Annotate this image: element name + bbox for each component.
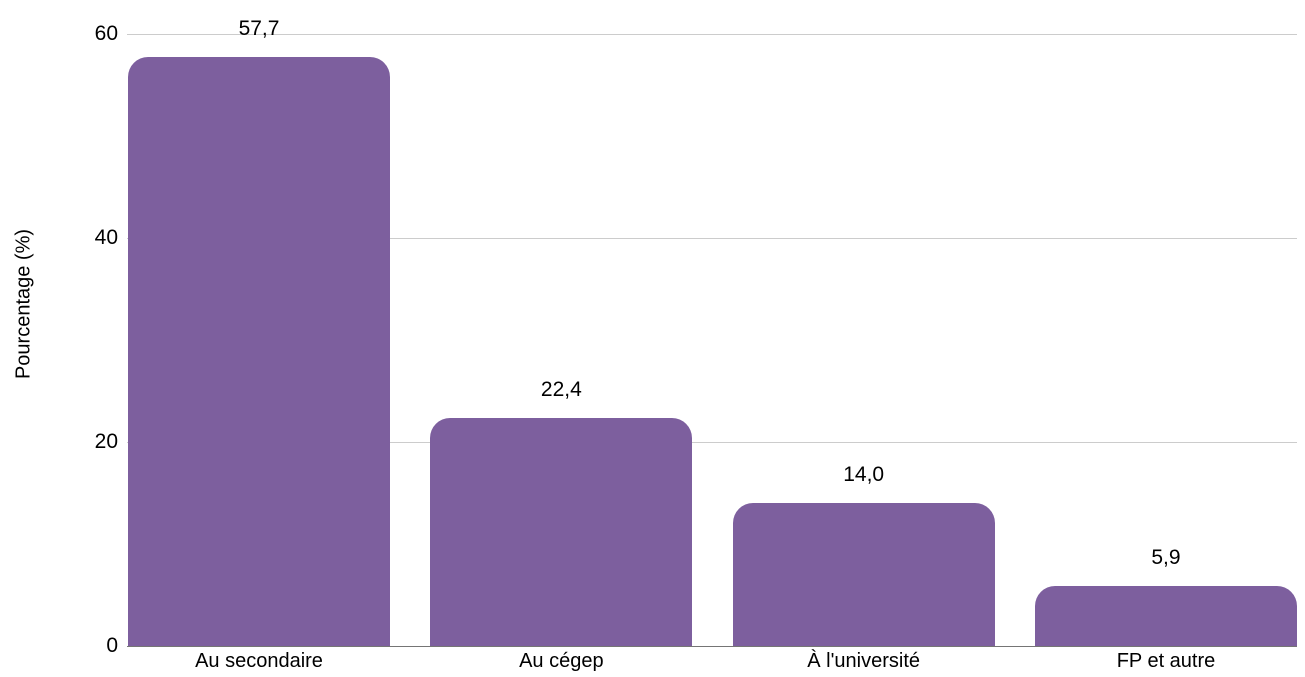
gridline-40	[127, 238, 1297, 239]
bar-3[interactable]	[1034, 585, 1297, 646]
y-tick-label-40: 40	[94, 226, 118, 249]
bar-value-label-0: 57,7	[238, 17, 280, 41]
bar-1[interactable]	[430, 417, 693, 646]
bar-0[interactable]	[128, 57, 390, 646]
bar-value-label-3: 5,9	[1151, 545, 1181, 569]
x-category-label-1: Au cégep	[519, 650, 604, 672]
y-axis-title: Pourcentage (%)	[12, 228, 35, 380]
x-axis-line	[127, 646, 1297, 647]
bar-2[interactable]	[732, 503, 995, 646]
x-category-label-3: FP et autre	[1116, 650, 1216, 672]
gridline-20	[127, 442, 1297, 443]
gridline-60	[127, 34, 1297, 35]
x-category-label-2: À l'université	[807, 650, 921, 672]
y-tick-label-60: 60	[94, 22, 118, 45]
y-tick-label-20: 20	[94, 430, 118, 453]
bar-value-label-2: 14,0	[843, 463, 885, 487]
y-tick-label-0: 0	[106, 634, 118, 657]
x-category-label-0: Au secondaire	[195, 650, 323, 672]
bar-value-label-1: 22,4	[540, 377, 582, 401]
